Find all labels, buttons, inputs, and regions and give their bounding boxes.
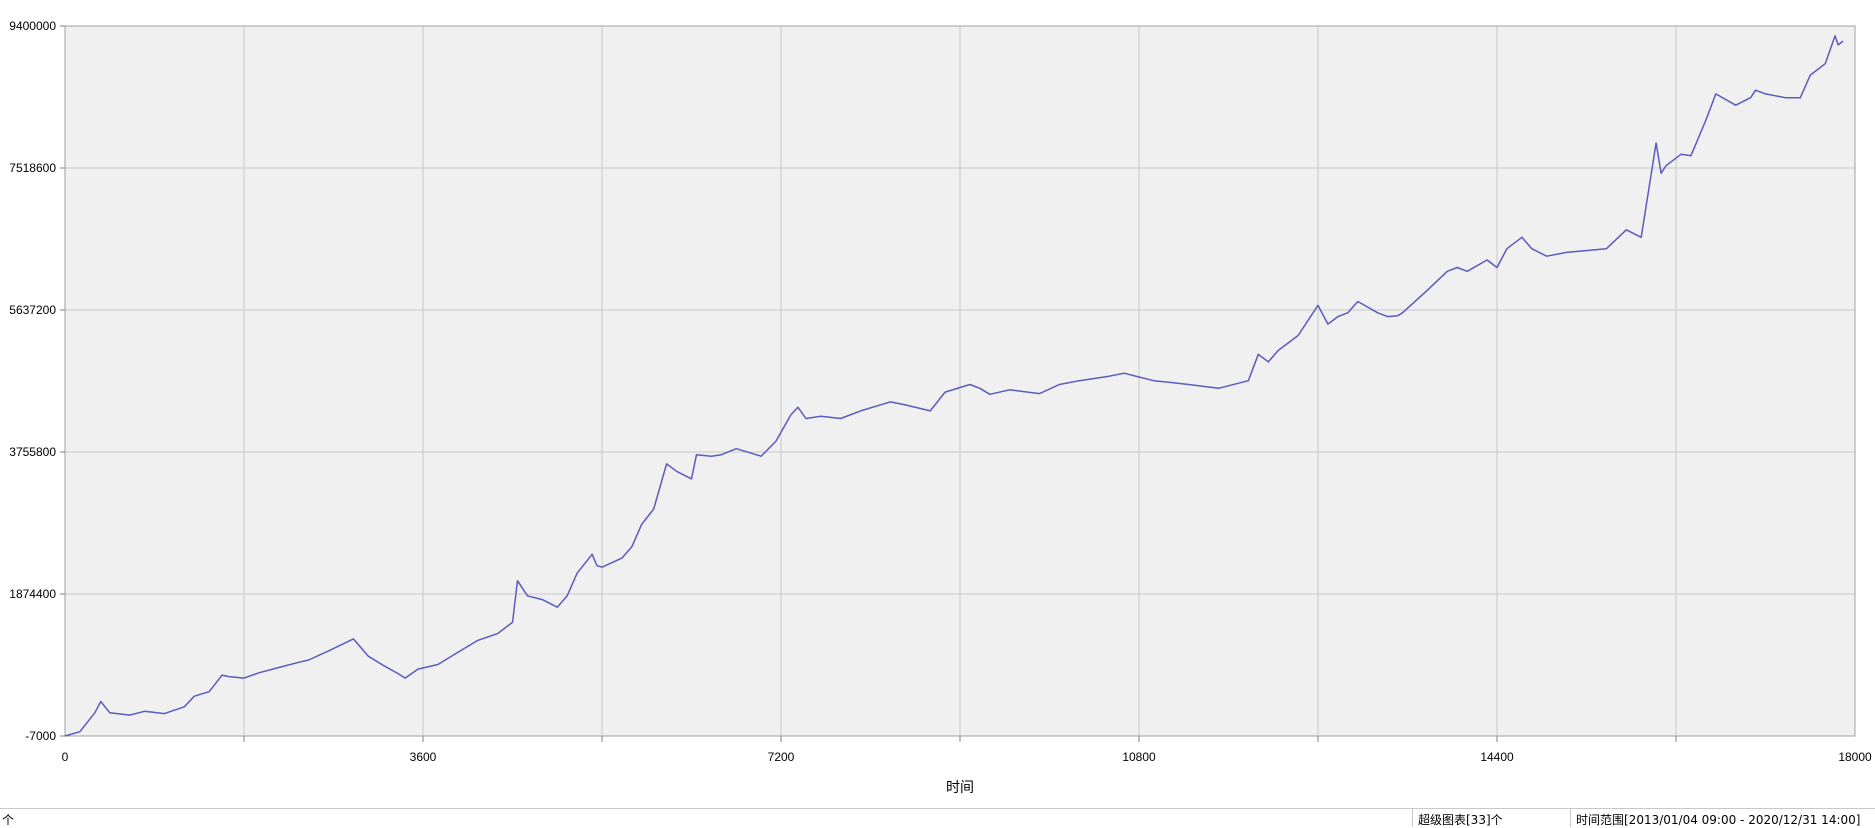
x-tick-label: 18000: [1838, 750, 1872, 764]
y-tick-label: 5637200: [9, 303, 56, 317]
y-tick-label: 7518600: [9, 161, 56, 175]
status-charts-count: 超级图表[33]个: [1418, 813, 1503, 827]
line-chart: -7000 1874400 3755800 5637200 7518600 9400000…: [9, 19, 1872, 796]
x-tick-label: 14400: [1480, 750, 1514, 764]
gridlines: [65, 26, 1855, 736]
status-left-text: 个: [2, 813, 15, 827]
axis-ticks: -7000 1874400 3755800 5637200 7518600 9400000…: [9, 19, 1872, 764]
x-tick-label: 0: [62, 750, 69, 764]
status-separator: [1412, 809, 1413, 827]
x-tick-label: 7200: [768, 750, 795, 764]
series-line: [64, 35, 1844, 737]
x-tick-label: 10800: [1122, 750, 1156, 764]
y-tick-label: 3755800: [9, 445, 56, 459]
status-time-range: 时间范围[2013/01/04 09:00 - 2020/12/31 14:00…: [1576, 813, 1861, 827]
y-tick-label: 9400000: [9, 19, 56, 33]
status-bar: 个 超级图表[33]个 时间范围[2013/01/04 09:00 - 2020…: [0, 808, 1875, 827]
y-tick-label: 1874400: [9, 587, 56, 601]
status-separator: [1570, 809, 1571, 827]
y-tick-label: -7000: [25, 729, 56, 743]
x-tick-label: 3600: [410, 750, 437, 764]
series-group: [64, 35, 1844, 737]
x-axis-title: 时间: [946, 780, 974, 796]
